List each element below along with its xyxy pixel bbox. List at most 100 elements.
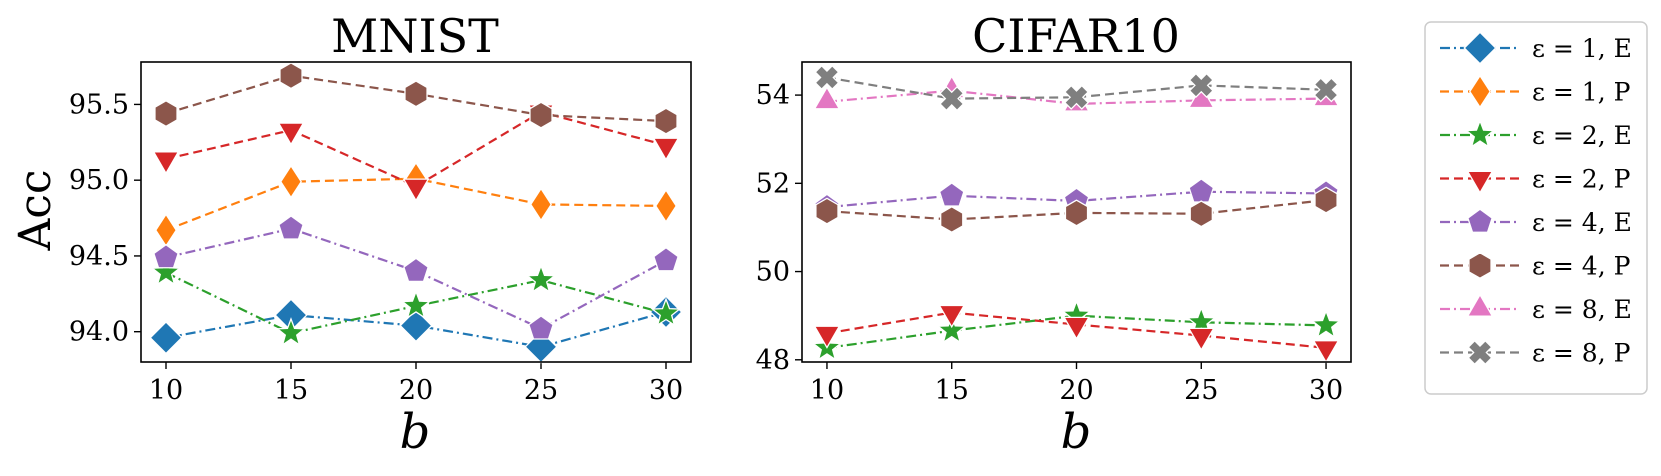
mnist-data-point bbox=[278, 215, 304, 240]
mnist-data-point bbox=[150, 256, 182, 286]
cifar10-data-point bbox=[814, 64, 840, 91]
mnist-data-point bbox=[653, 246, 679, 272]
legend-entry: ε = 2, P bbox=[1440, 165, 1630, 195]
cifar10-data-point bbox=[939, 86, 965, 112]
mnist-series--2-P bbox=[152, 104, 680, 202]
legend-label: ε = 2, P bbox=[1532, 165, 1630, 194]
cifar10-xtick-label: 10 bbox=[810, 375, 844, 406]
legend-marker bbox=[1467, 339, 1493, 366]
cifar10-data-point bbox=[1189, 200, 1213, 228]
cifar10-title: CIFAR10 bbox=[972, 9, 1180, 63]
mnist-data-point bbox=[275, 317, 307, 347]
mnist-data-point bbox=[525, 264, 557, 294]
mnist-series bbox=[149, 62, 683, 364]
cifar10-data-point bbox=[1312, 340, 1340, 364]
legend: ε = 1, E ε = 1, P ε = 2, E ε = 2, P ε = 4, E… bbox=[1424, 21, 1648, 395]
legend-entry: ε = 1, P bbox=[1440, 74, 1630, 109]
cifar10-series--4-P bbox=[815, 186, 1338, 234]
legend-entry: ε = 8, P bbox=[1440, 339, 1630, 368]
mnist-series--4-E bbox=[153, 215, 679, 340]
mnist-data-point bbox=[403, 257, 429, 283]
cifar10-data-point bbox=[815, 197, 839, 225]
mnist-data-point bbox=[655, 188, 677, 223]
cifar10-data-point bbox=[940, 205, 964, 234]
mnist-data-point bbox=[279, 62, 303, 90]
mnist-data-point bbox=[152, 151, 180, 175]
cifar10-xtick-label: 30 bbox=[1309, 375, 1343, 406]
cifar10-series-line bbox=[826, 311, 1327, 349]
mnist-xtick-label: 25 bbox=[524, 375, 558, 406]
mnist-data-point bbox=[530, 187, 552, 222]
mnist-panel: MNIST Acc b 10 15 20 25 30 94.0 94.5 95.0 95.5 bbox=[10, 9, 692, 460]
cifar10-series--2-E bbox=[811, 299, 1342, 361]
legend-label: ε = 8, P bbox=[1532, 339, 1630, 368]
cifar10-xlabel: b bbox=[1061, 404, 1092, 460]
legend-marker bbox=[1466, 170, 1494, 195]
mnist-data-point bbox=[155, 213, 177, 248]
legend-marker bbox=[1469, 74, 1491, 109]
mnist-data-point bbox=[529, 101, 553, 129]
mnist-ylabel: Acc bbox=[10, 169, 61, 251]
mnist-data-point bbox=[528, 315, 554, 340]
mnist-data-point bbox=[399, 308, 433, 343]
mnist-axes-frame bbox=[140, 61, 692, 363]
mnist-ytick-label: 94.5 bbox=[69, 241, 129, 272]
mnist-xlabel: b bbox=[400, 404, 431, 460]
mnist-data-point bbox=[654, 107, 678, 135]
legend-entries: ε = 1, E ε = 1, P ε = 2, E ε = 2, P ε = 4, E… bbox=[1440, 31, 1632, 368]
legend-entry: ε = 1, E bbox=[1440, 31, 1632, 65]
mnist-series-line bbox=[165, 310, 667, 348]
cifar10-axes-frame bbox=[801, 61, 1352, 363]
cifar10-ytick-label: 48 bbox=[756, 345, 790, 376]
mnist-data-point bbox=[154, 100, 178, 128]
cifar10-data-point bbox=[813, 86, 841, 110]
cifar10-data-point bbox=[1063, 316, 1090, 341]
cifar10-series-line bbox=[826, 89, 1327, 106]
cifar10-panel: CIFAR10 b 10 15 20 25 30 48 50 52 54 bbox=[756, 9, 1352, 460]
legend-label: ε = 1, E bbox=[1532, 34, 1632, 63]
cifar10-data-point bbox=[1313, 77, 1339, 103]
cifar10-data-point bbox=[1188, 72, 1214, 98]
cifar10-ytick-label: 52 bbox=[756, 168, 790, 199]
cifar10-data-point bbox=[936, 314, 968, 344]
mnist-ytick-label: 95.5 bbox=[69, 89, 129, 120]
legend-label: ε = 1, P bbox=[1532, 78, 1630, 107]
legend-label: ε = 4, P bbox=[1532, 252, 1630, 281]
mnist-series--2-E bbox=[150, 256, 682, 347]
mnist-data-point bbox=[402, 178, 430, 202]
cifar10-data-point bbox=[1310, 309, 1342, 339]
mnist-ticks: 10 15 20 25 30 94.0 94.5 95.0 95.5 bbox=[69, 89, 683, 406]
legend-entry: ε = 4, E bbox=[1440, 208, 1632, 237]
cifar10-series-line bbox=[826, 190, 1327, 209]
cifar10-series-line bbox=[826, 76, 1327, 100]
mnist-data-point bbox=[277, 122, 305, 146]
mnist-xtick-label: 15 bbox=[274, 375, 308, 406]
cifar10-data-point bbox=[813, 325, 841, 349]
mnist-ytick-label: 94.0 bbox=[69, 317, 129, 348]
cifar10-data-point bbox=[1187, 327, 1215, 352]
cifar10-ticks: 10 15 20 25 30 48 50 52 54 bbox=[756, 80, 1344, 406]
cifar10-data-point bbox=[1188, 178, 1215, 203]
mnist-series-line bbox=[165, 110, 667, 188]
legend-label: ε = 8, E bbox=[1532, 295, 1632, 324]
mnist-xtick-label: 20 bbox=[399, 375, 433, 406]
cifar10-xtick-label: 15 bbox=[935, 375, 969, 406]
legend-marker bbox=[1468, 251, 1492, 280]
mnist-xtick-label: 10 bbox=[149, 375, 183, 406]
mnist-data-point bbox=[650, 297, 682, 327]
legend-marker bbox=[1464, 118, 1496, 149]
cifar10-xtick-label: 20 bbox=[1059, 375, 1093, 406]
cifar10-series--2-P bbox=[813, 304, 1340, 364]
cifar10-series-line bbox=[826, 314, 1327, 349]
cifar10-data-point bbox=[1064, 199, 1089, 227]
cifar10-data-point bbox=[938, 304, 966, 329]
cifar10-series bbox=[811, 64, 1342, 364]
cifar10-series--8-P bbox=[814, 64, 1339, 112]
cifar10-ytick-label: 54 bbox=[756, 80, 790, 111]
cifar10-data-point bbox=[938, 182, 965, 207]
mnist-title: MNIST bbox=[331, 9, 499, 63]
legend-entry: ε = 8, E bbox=[1440, 293, 1632, 324]
mnist-data-point bbox=[404, 80, 428, 108]
cifar10-data-point bbox=[1314, 186, 1338, 214]
